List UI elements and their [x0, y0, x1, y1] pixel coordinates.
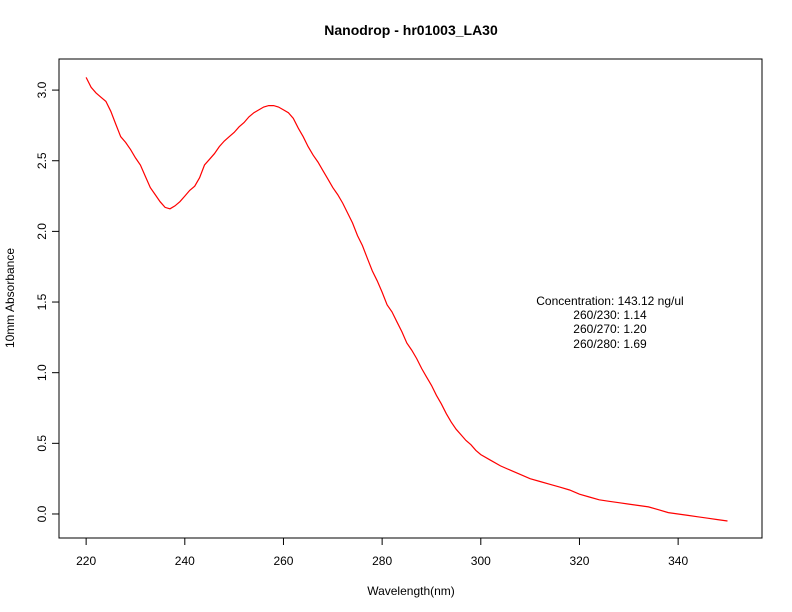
annotation-block: Concentration: 143.12 ng/ul 260/230: 1.1…: [536, 294, 683, 351]
y-tick-label: 1.5: [35, 293, 49, 310]
x-tick-label: 300: [471, 554, 491, 568]
x-tick-label: 320: [569, 554, 589, 568]
x-tick-label: 220: [76, 554, 96, 568]
y-axis: 0.0 0.5 1.0 1.5 2.0 2.5 3.0: [35, 81, 60, 522]
x-tick-label: 260: [273, 554, 293, 568]
x-tick-label: 280: [372, 554, 392, 568]
y-tick-label: 2.0: [35, 223, 49, 240]
x-tick-label: 240: [175, 554, 195, 568]
annotation-concentration: Concentration: 143.12 ng/ul: [536, 294, 683, 308]
y-tick-label: 0.5: [35, 435, 49, 452]
chart-title: Nanodrop - hr01003_LA30: [324, 22, 498, 38]
annotation-ratio-230: 260/230: 1.14: [573, 308, 647, 322]
y-tick-label: 0.0: [35, 505, 49, 522]
x-tick-label: 340: [668, 554, 688, 568]
x-axis-label: Wavelength(nm): [367, 584, 455, 598]
absorbance-series-line: [85, 77, 728, 522]
x-axis: 220 240 260 280 300 320 340: [76, 537, 688, 568]
y-axis-label: 10mm Absorbance: [3, 248, 17, 348]
annotation-ratio-280: 260/280: 1.69: [573, 337, 647, 351]
y-tick-label: 1.0: [35, 364, 49, 381]
y-tick-label: 3.0: [35, 81, 49, 98]
annotation-ratio-270: 260/270: 1.20: [573, 322, 647, 336]
y-tick-label: 2.5: [35, 152, 49, 169]
